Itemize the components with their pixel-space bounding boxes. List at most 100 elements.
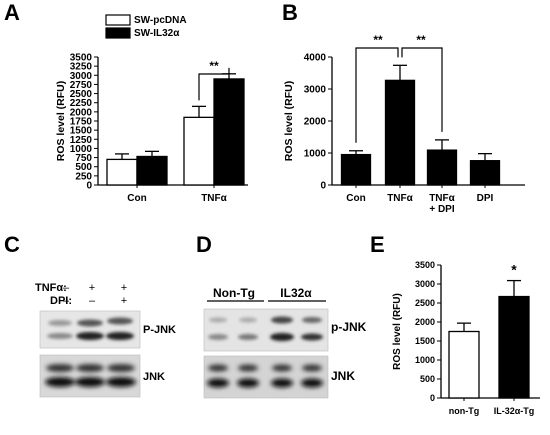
blot-d-jnk-band: [207, 378, 229, 388]
y-tick-label: 1500: [415, 336, 435, 346]
blot-c-pjnk-membrane: [39, 310, 141, 349]
chart-e: 0 500 1000 1500 2000 2500 3000 3500 ROS level (R…: [392, 260, 540, 416]
y-tick-label: 1500: [70, 126, 93, 137]
x-tick-label: IL-32α-Tg: [494, 406, 535, 416]
y-tick-label: 750: [75, 153, 92, 164]
legend-label: SW-pcDNA: [134, 15, 187, 26]
y-tick-label: 1000: [70, 144, 93, 155]
y-axis-label: ROS level (RFU): [392, 293, 403, 370]
significance-label: **: [209, 59, 219, 73]
x-tick-label: TNFα: [387, 193, 413, 204]
y-tick-label: 3500: [415, 260, 435, 270]
x-tick-label: DPI: [477, 193, 494, 204]
y-tick-label: 1000: [415, 355, 435, 365]
bar: [448, 330, 480, 399]
y-tick-label: 0: [320, 181, 326, 192]
blot-d-group-label-2: IL32α: [280, 286, 312, 300]
chart-a: 0250500750100012501500175020002250250027…: [55, 14, 248, 204]
blot-d-jnk-band: [301, 378, 323, 388]
significance-bracket: [355, 47, 399, 143]
blot-c-jnk-band: [46, 364, 74, 372]
y-tick-label: 500: [420, 374, 435, 384]
bar: [469, 160, 501, 186]
blot-c-pjnk-band: [107, 317, 133, 325]
y-axis-label: ROS level (RFU): [55, 81, 67, 162]
y-tick-label: 3000: [304, 85, 327, 96]
y-tick-label: 0: [86, 181, 92, 192]
blot-c-mark-r1-l2: +: [89, 282, 95, 294]
blot-d-pjnk-band: [271, 316, 293, 324]
blot-c-band-label-jnk: JNK: [143, 371, 165, 383]
blot-d-pjnk-band: [209, 317, 227, 323]
y-tick-label: 3250: [70, 62, 93, 73]
y-tick-label: 1750: [70, 117, 93, 128]
blot-d-jnk-band: [272, 364, 292, 372]
y-tick-label: 3000: [415, 279, 435, 289]
blot-c-jnk-band: [106, 377, 136, 387]
blot-d-pjnk-membrane: [203, 308, 329, 352]
y-axis-label: ROS level (RFU): [283, 81, 295, 162]
blot-c-mark-r1-l3: +: [121, 282, 127, 294]
bar: [213, 78, 245, 186]
blot-d-pjnk-band: [301, 333, 323, 341]
panel-letter-b: B: [282, 0, 298, 25]
blot-d-group-label-1: Non-Tg: [213, 286, 255, 300]
blot-d-pjnk-band: [239, 317, 257, 323]
blot-d-jnk-band: [302, 364, 322, 372]
blot-c-jnk-membrane: [39, 354, 141, 398]
bar: [136, 155, 168, 186]
blot-d-jnk-band: [238, 364, 258, 372]
blot-d-jnk-band: [271, 378, 293, 388]
legend-swatch: [105, 27, 131, 39]
blot-c-pjnk-band: [76, 332, 104, 340]
blot-c-mark-r2-l3: +: [121, 295, 127, 307]
blot-c-pjnk-band: [77, 319, 103, 327]
blot-d-pjnk-band: [208, 334, 228, 340]
significance-label: **: [416, 33, 426, 47]
x-tick-label: TNFα: [201, 193, 227, 204]
chart-b: 0 1000 2000 3000 4000 ROS level (RFU) Con TNFα T…: [283, 33, 525, 215]
blot-c-jnk-band: [45, 377, 75, 387]
panel-letter-d: D: [196, 232, 212, 257]
x-tick-label: Con: [346, 193, 365, 204]
bar: [384, 79, 416, 186]
blot-d-pjnk-band: [238, 334, 258, 340]
y-tick-label: 2000: [304, 117, 327, 128]
blot-c-row-label-1: TNFα:: [35, 282, 67, 294]
y-tick-label: 1250: [70, 135, 93, 146]
y-tick-label: 250: [75, 171, 92, 182]
blot-c-jnk-band: [76, 364, 104, 372]
blot-c-row-label-2: DPI:: [50, 295, 72, 307]
y-tick-label: 2500: [70, 89, 93, 100]
blot-c-pjnk-band: [47, 333, 73, 339]
y-tick-label: 2750: [70, 80, 93, 91]
blot-c-band-label-pjnk: P-JNK: [143, 324, 176, 336]
blot-d-pjnk-band: [270, 333, 294, 341]
blot-d-band-label-pjnk: p-JNK: [331, 320, 367, 334]
y-tick-label: 4000: [304, 53, 327, 64]
blot-d-band-label-jnk: JNK: [331, 369, 355, 383]
blot-d-jnk-band: [237, 378, 259, 388]
blot-c-pjnk-band: [106, 332, 134, 340]
blot-d-jnk-membrane: [203, 355, 329, 399]
y-tick-label: 2000: [70, 107, 93, 118]
blot-d-pjnk-band: [302, 317, 322, 323]
significance-label: **: [373, 33, 383, 47]
bar: [106, 158, 138, 186]
y-tick-label: 2250: [70, 98, 93, 109]
x-tick-label: TNFα: [429, 193, 455, 204]
blot-c: TNFα: DPI: – + + – – + P-JNK JNK: [35, 282, 176, 398]
bar: [183, 116, 215, 186]
y-tick-label: 0: [430, 393, 435, 403]
legend-swatch: [105, 14, 131, 26]
significance-bracket: [198, 67, 230, 101]
x-tick-label: non-Tg: [449, 406, 480, 416]
significance-label: *: [511, 262, 517, 278]
panel-letter-a: A: [4, 0, 20, 25]
y-tick-label: 3500: [70, 53, 93, 64]
blot-c-pjnk-band: [48, 320, 72, 326]
legend-label: SW-IL32α: [134, 28, 180, 39]
blot-c-jnk-band: [75, 377, 105, 387]
significance-bracket: [401, 47, 443, 132]
